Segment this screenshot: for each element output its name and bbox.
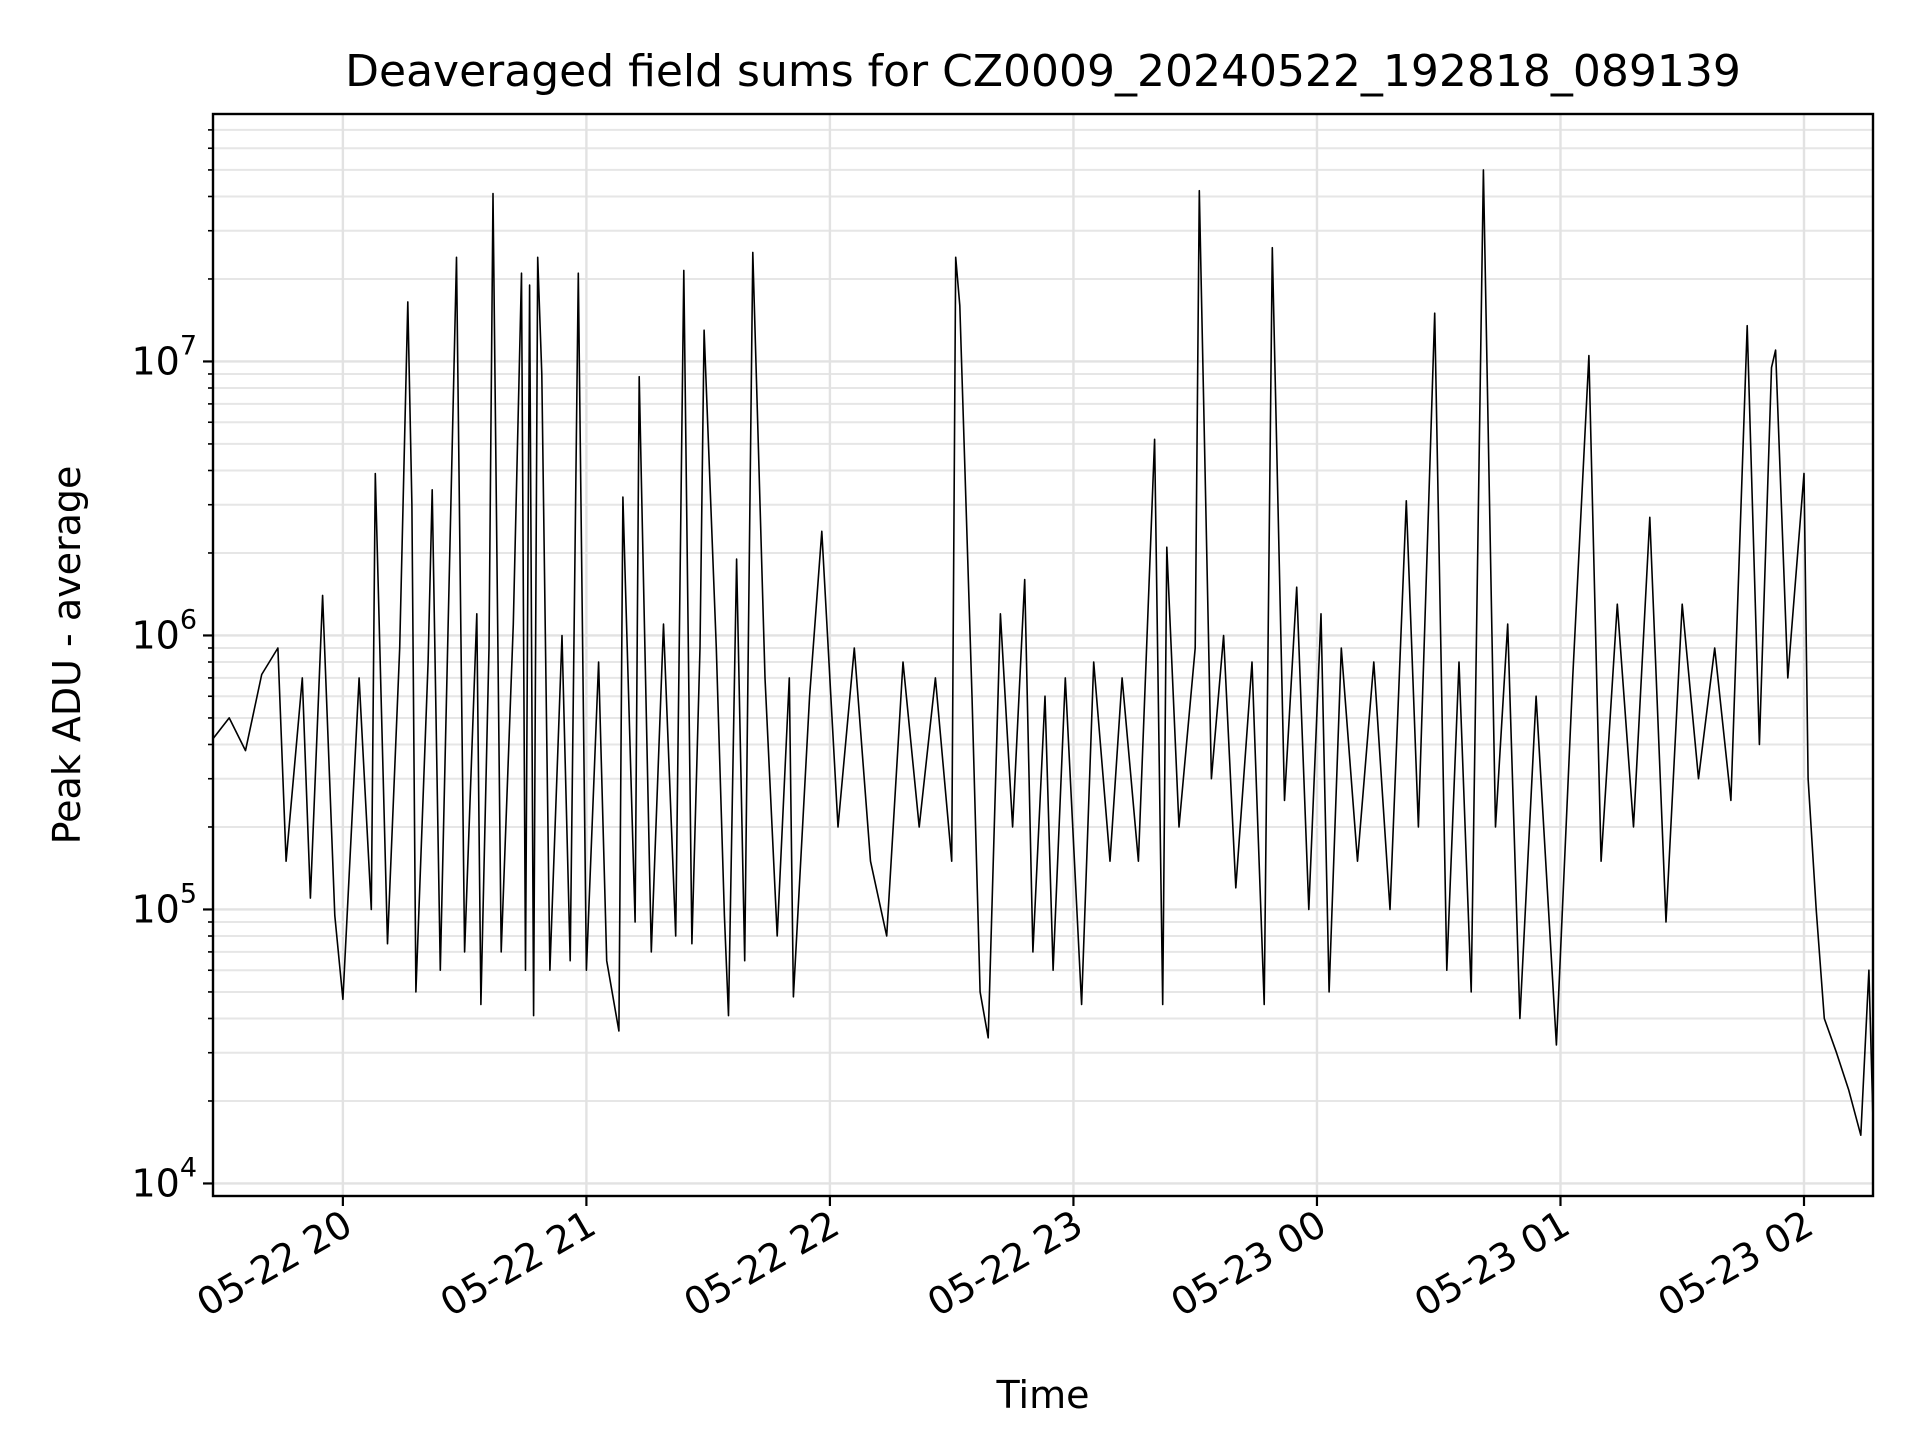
plot-frame [211, 112, 1875, 1198]
y-tick-exponent: 7 [180, 330, 197, 361]
y-tick-base: 10 [131, 613, 179, 657]
y-tick-label: 104 [131, 1152, 197, 1205]
series-layer [212, 169, 1874, 1136]
y-tick-exponent: 4 [180, 1152, 197, 1183]
y-tick-base: 10 [131, 339, 179, 383]
chart-title: Deaveraged field sums for CZ0009_2024052… [345, 46, 1741, 97]
series-line [212, 169, 1874, 1136]
y-axis-label: Peak ADU - average [45, 466, 89, 845]
x-axis-label: Time [996, 1373, 1090, 1417]
y-tick-exponent: 6 [180, 604, 197, 635]
y-tick-label: 105 [131, 878, 197, 931]
y-tick-base: 10 [131, 1161, 179, 1205]
y-tick-exponent: 5 [180, 878, 197, 909]
y-tick-base: 10 [131, 887, 179, 931]
y-tick-label: 106 [131, 604, 197, 657]
y-tick-label: 107 [131, 330, 197, 383]
